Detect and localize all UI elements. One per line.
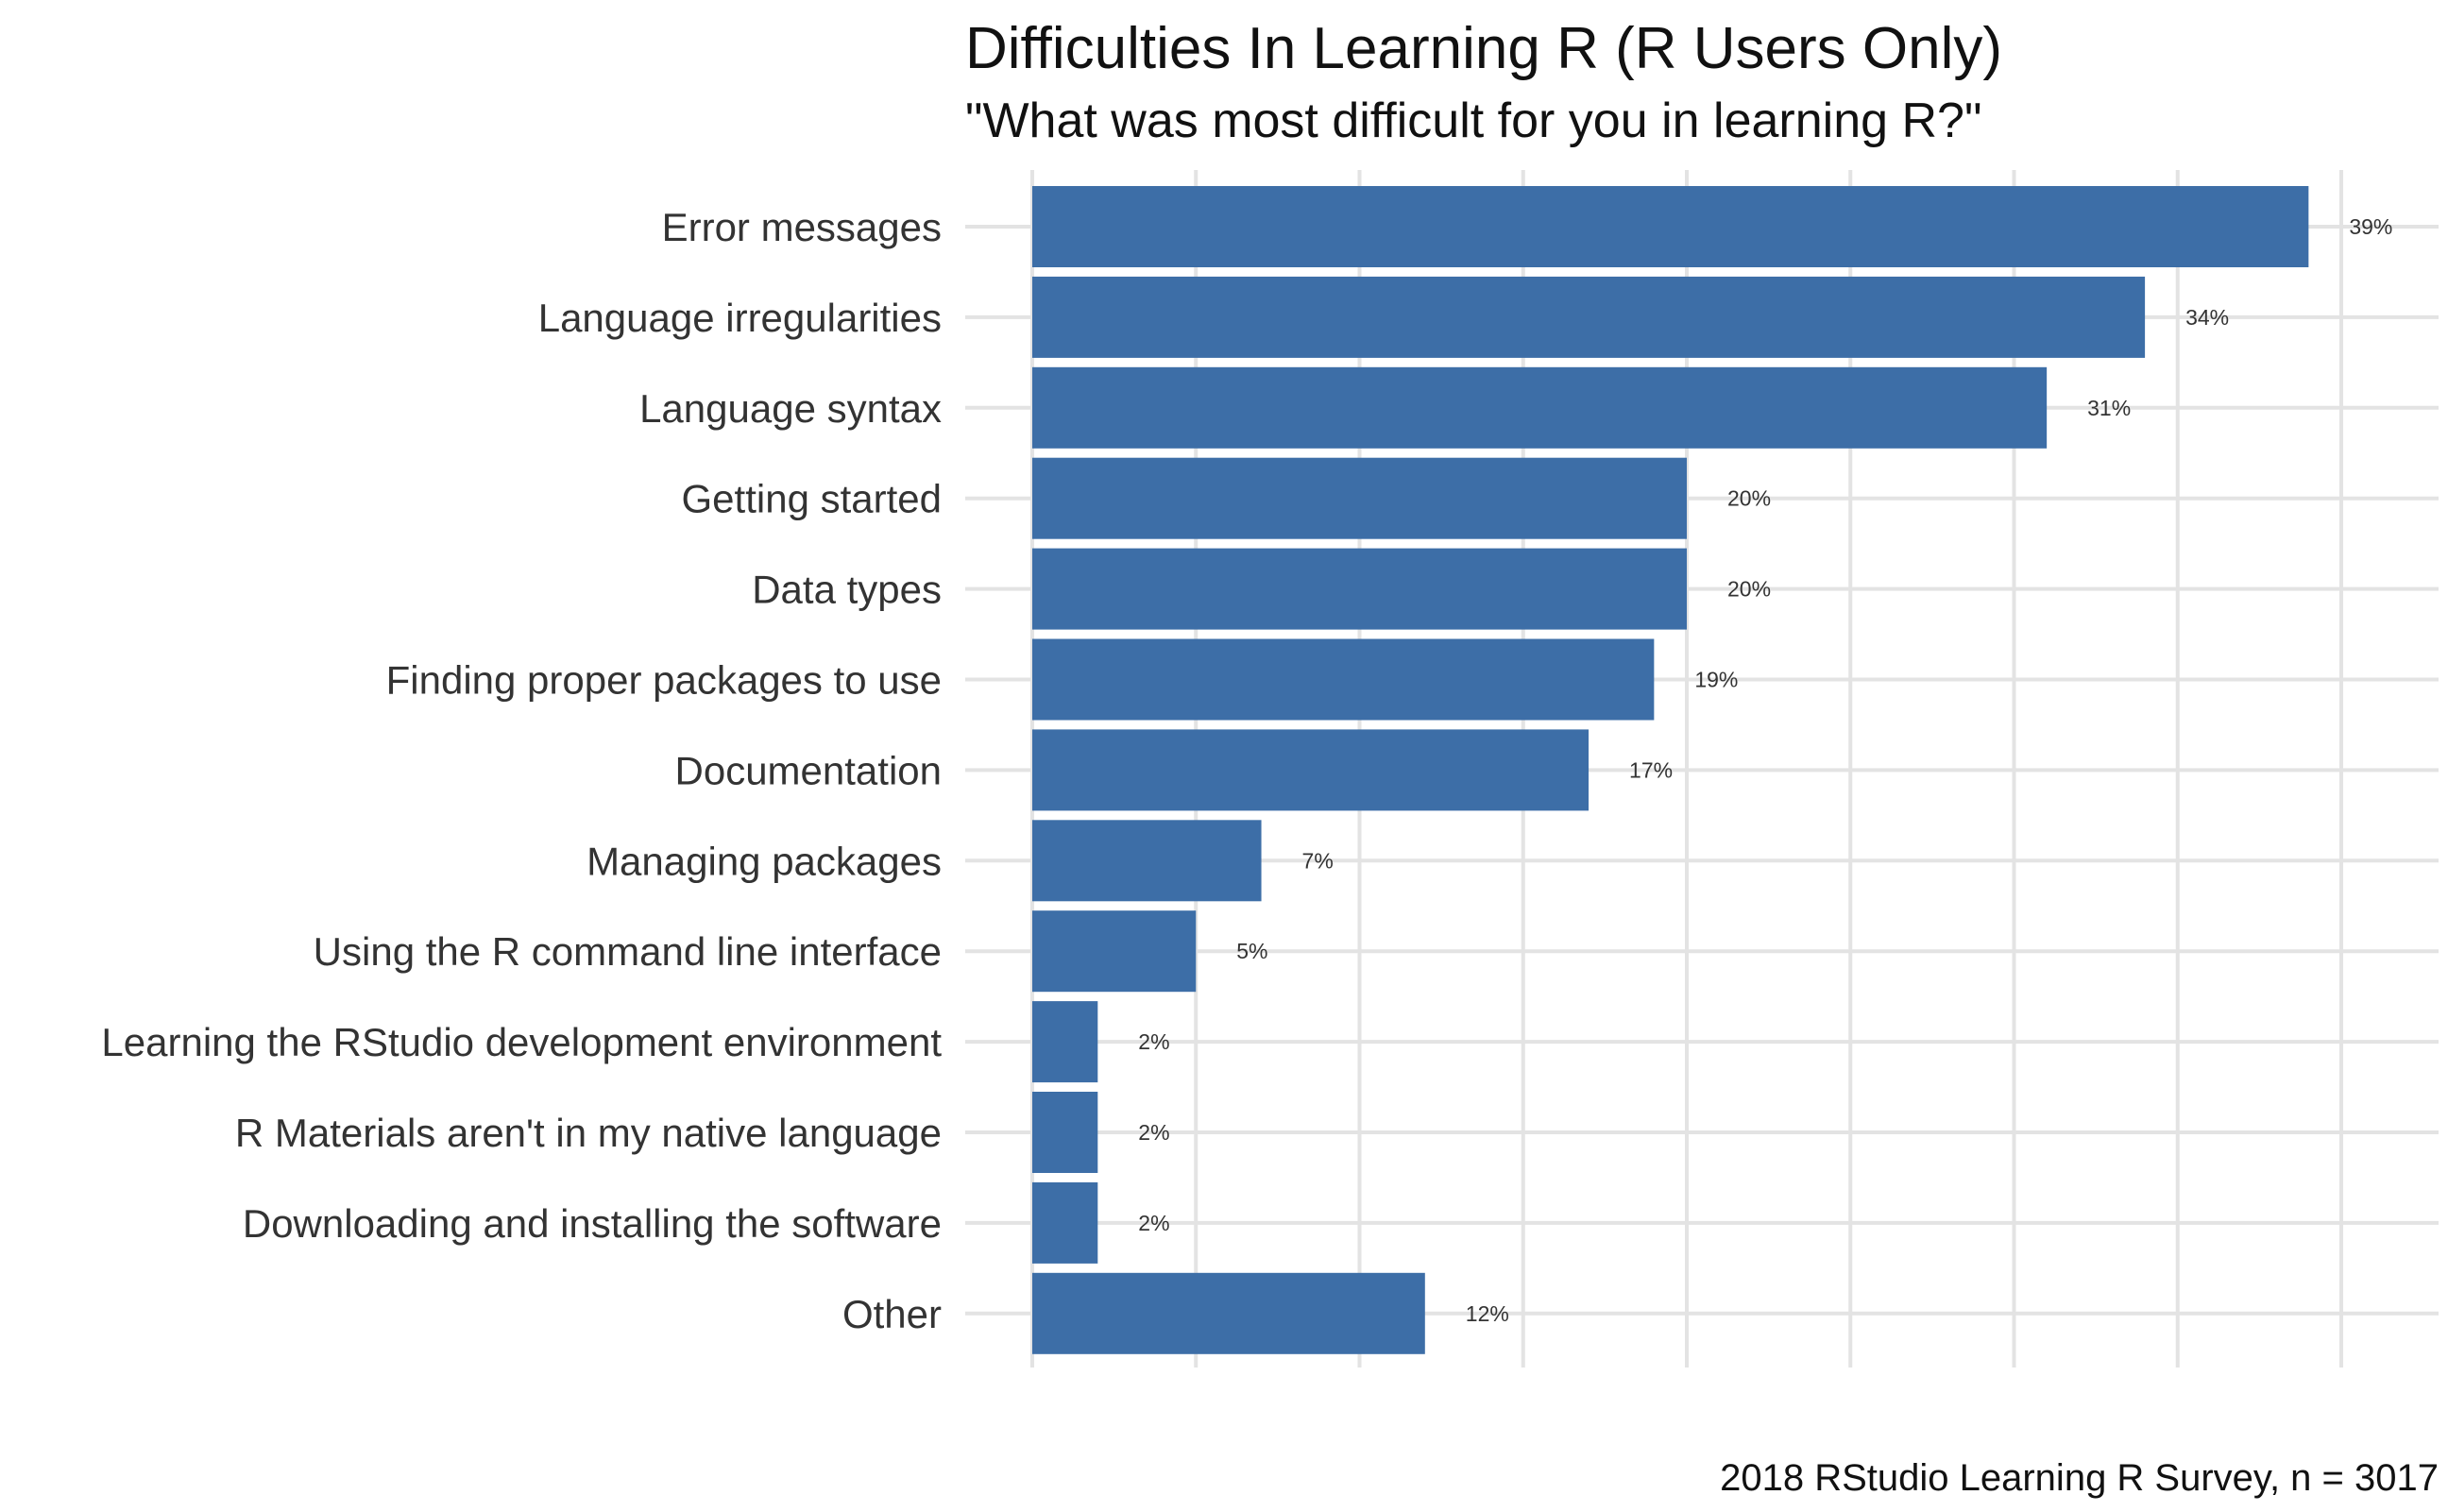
chart-caption: 2018 RStudio Learning R Survey, n = 3017 <box>1720 1457 2439 1499</box>
category-label: Downloading and installing the software <box>243 1201 942 1246</box>
bar <box>1032 638 1655 721</box>
data-label: 7% <box>1302 848 1334 873</box>
category-label: Managing packages <box>586 839 942 883</box>
bar <box>1032 1092 1098 1173</box>
label-layer: Error messages 39% Language irregularities… <box>101 205 2392 1336</box>
data-label: 31% <box>2087 396 2131 420</box>
data-label: 39% <box>2349 214 2392 239</box>
bar <box>1032 457 1687 539</box>
bar <box>1032 548 1687 630</box>
category-label: Getting started <box>682 477 942 521</box>
bar <box>1032 366 2048 449</box>
category-label: Using the R command line interface <box>314 929 942 974</box>
data-label: 20% <box>1727 486 1771 511</box>
bar <box>1032 910 1197 993</box>
data-label: 2% <box>1138 1120 1169 1145</box>
category-label: Other <box>842 1292 942 1336</box>
category-label: Data types <box>752 568 942 612</box>
chart-subtitle: "What was most difficult for you in lear… <box>965 93 1981 148</box>
category-label: R Materials aren't in my native language <box>235 1111 942 1155</box>
data-label: 2% <box>1138 1211 1169 1235</box>
bar <box>1032 276 2146 358</box>
data-label: 12% <box>1466 1301 1509 1326</box>
category-label: Learning the RStudio development environ… <box>101 1020 942 1064</box>
bar <box>1032 1001 1098 1083</box>
category-label: Error messages <box>662 205 942 249</box>
data-label: 34% <box>2185 305 2229 330</box>
bar <box>1032 1181 1098 1264</box>
bar-layer <box>1032 186 2309 1354</box>
data-label: 20% <box>1727 577 1771 602</box>
data-label: 2% <box>1138 1029 1169 1054</box>
bar <box>1032 729 1590 811</box>
category-label: Language irregularities <box>538 296 942 340</box>
bar <box>1032 186 2309 267</box>
data-label: 5% <box>1236 939 1267 963</box>
category-label: Finding proper packages to use <box>386 658 942 703</box>
bar <box>1032 1272 1425 1354</box>
chart-title: Difficulties In Learning R (R Users Only… <box>965 16 2002 81</box>
category-label: Language syntax <box>639 386 942 431</box>
data-label: 19% <box>1694 668 1738 692</box>
bar <box>1032 820 1262 902</box>
data-label: 17% <box>1629 757 1673 782</box>
category-label: Documentation <box>675 748 943 792</box>
